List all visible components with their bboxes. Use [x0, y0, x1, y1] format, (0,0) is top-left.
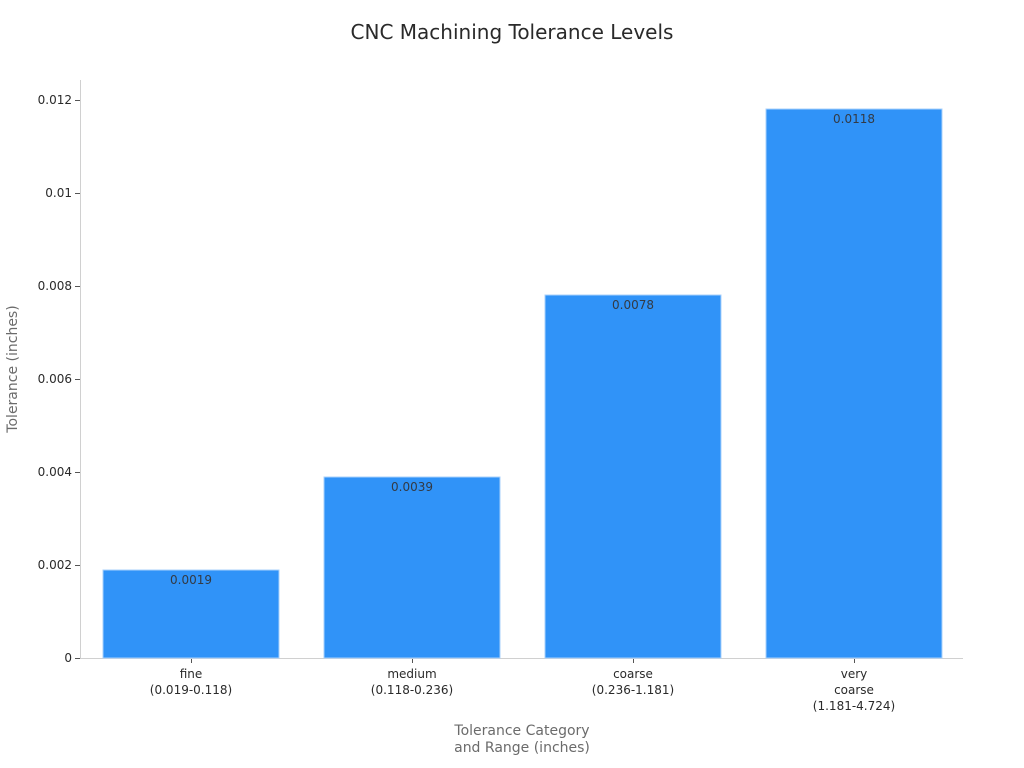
x-tick-label-line: (0.019-0.118) [149, 683, 233, 697]
x-tick-label-line: (0.236-1.181) [591, 683, 675, 697]
y-tick-label: 0.002 [38, 558, 72, 572]
x-axis-title: Tolerance Category and Range (inches) [422, 723, 622, 757]
x-tick-label-fine: fine (0.019-0.118) [103, 666, 279, 698]
y-tick-label: 0 [64, 651, 72, 665]
x-tick-label-line: (0.118-0.236) [370, 683, 454, 697]
x-axis-title-line: Tolerance Category [454, 723, 590, 739]
bar-value-label: 0.0078 [612, 298, 654, 312]
bar-value-label: 0.0019 [170, 573, 212, 587]
x-tick-label-coarse: coarse (0.236-1.181) [545, 666, 721, 698]
x-tick-label-very-coarse: very coarse (1.181-4.724) [766, 666, 942, 714]
y-axis-ticks: 0 0.002 0.004 0.006 0.008 0.01 0.012 [38, 93, 80, 665]
bar-coarse[interactable] [544, 294, 722, 659]
y-tick-label: 0.008 [38, 279, 72, 293]
x-axis-ticks [191, 659, 855, 663]
x-tick-label-line: very [840, 667, 868, 681]
y-tick-label: 0.01 [45, 186, 72, 200]
x-axis-title-line: and Range (inches) [454, 740, 590, 756]
bar-series [102, 108, 943, 659]
y-tick-label: 0.006 [38, 372, 72, 386]
x-tick-label-medium: medium (0.118-0.236) [324, 666, 500, 698]
x-tick-label-line: (1.181-4.724) [812, 699, 896, 713]
x-tick-label-line: coarse [613, 667, 653, 681]
bar-value-label: 0.0118 [833, 112, 875, 126]
bar-fine[interactable] [102, 569, 280, 659]
bar-medium[interactable] [323, 476, 501, 659]
chart-title: CNC Machining Tolerance Levels [350, 20, 674, 44]
x-tick-label-line: medium [387, 667, 437, 681]
x-tick-label-line: coarse [834, 683, 874, 697]
bar-value-labels: 0.0019 0.0039 0.0078 0.0118 [170, 112, 875, 587]
y-tick-label: 0.012 [38, 93, 72, 107]
y-tick-label: 0.004 [38, 465, 72, 479]
x-tick-label-line: fine [179, 667, 203, 681]
bar-value-label: 0.0039 [391, 480, 433, 494]
bar-very-coarse[interactable] [765, 108, 943, 659]
